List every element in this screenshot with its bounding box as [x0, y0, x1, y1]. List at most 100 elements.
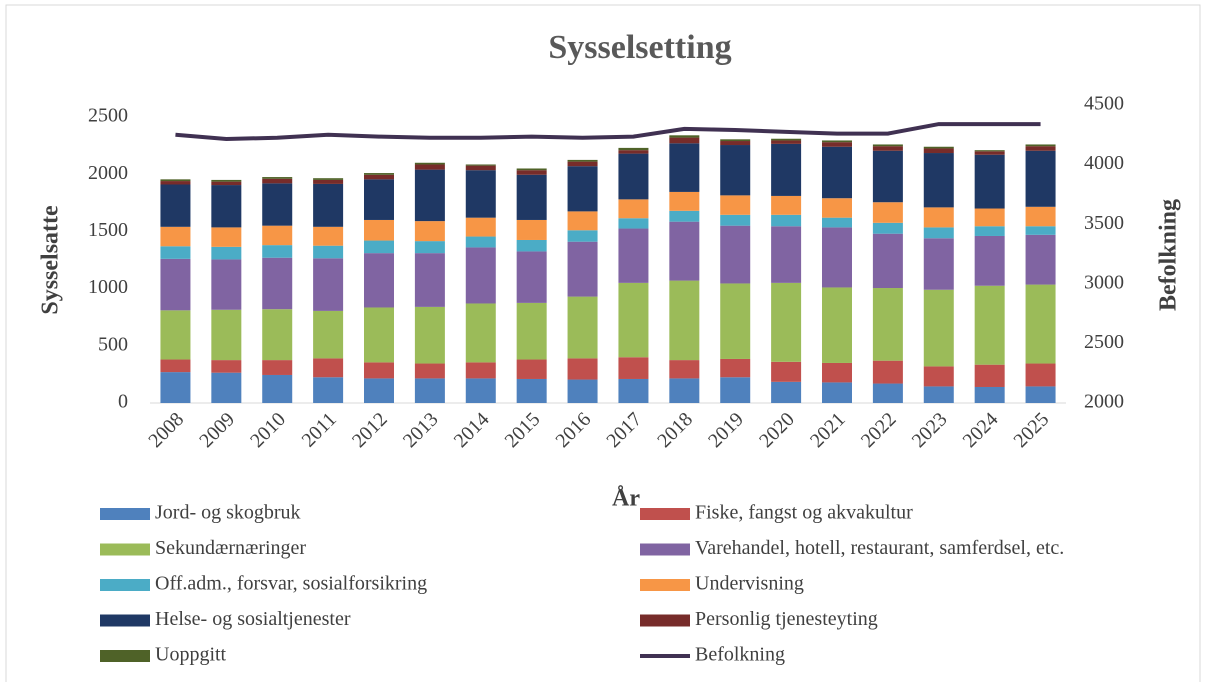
- legend-label: Off.adm., forsvar, sosialforsikring: [155, 573, 427, 595]
- bar-segment: [618, 357, 649, 379]
- bar-segment: [974, 386, 1005, 403]
- bar-segment: [414, 363, 445, 379]
- bar-segment: [720, 283, 751, 359]
- bar-segment: [669, 135, 700, 138]
- bar-segment: [465, 165, 496, 171]
- bar-segment: [669, 378, 700, 403]
- bar-segment: [771, 226, 802, 283]
- bar-segment: [414, 306, 445, 364]
- bar-segment: [313, 310, 344, 359]
- bar-segment: [923, 238, 954, 290]
- y-tick-label: 1000: [88, 276, 128, 298]
- bar-segment: [669, 280, 700, 361]
- bar-segment: [567, 161, 598, 167]
- bar-segment: [872, 222, 903, 234]
- bar-segment: [414, 241, 445, 254]
- bar-segment: [872, 288, 903, 361]
- bar-segment: [1025, 144, 1056, 147]
- bar-segment: [465, 236, 496, 248]
- bar-segment: [669, 191, 700, 211]
- bar-segment: [618, 153, 649, 200]
- bar-segment: [669, 360, 700, 379]
- legend-swatch: [100, 614, 150, 627]
- bar-segment: [313, 226, 344, 246]
- bar-segment: [822, 146, 852, 199]
- bar-segment: [160, 258, 191, 311]
- bar-segment: [1025, 234, 1056, 285]
- bar-segment: [771, 214, 802, 227]
- bar-segment: [1025, 146, 1056, 151]
- y-tick-label: 1500: [88, 219, 128, 241]
- y-tick-label: 0: [118, 391, 128, 413]
- bar-segment: [923, 146, 954, 149]
- bar-segment: [720, 214, 751, 226]
- bar-segment: [771, 381, 802, 403]
- bar-segment: [822, 140, 852, 143]
- bar-segment: [872, 146, 903, 151]
- bar-segment: [262, 360, 293, 375]
- bar-segment: [211, 309, 242, 361]
- bar-segment: [211, 259, 242, 310]
- bar-segment: [567, 241, 598, 297]
- bar-segment: [974, 235, 1005, 286]
- bar-segment: [618, 199, 649, 219]
- bar-segment: [974, 226, 1005, 236]
- bar-segment: [262, 225, 293, 246]
- bar-segment: [364, 362, 394, 379]
- bar-segment: [211, 179, 242, 182]
- bar-segment: [160, 184, 191, 227]
- bar-segment: [516, 168, 547, 171]
- bar-segment: [262, 374, 293, 403]
- bar-segment: [771, 143, 802, 196]
- bar-segment: [211, 181, 242, 186]
- bar-segment: [923, 289, 954, 367]
- bar-segment: [262, 183, 293, 226]
- bar-segment: [364, 253, 394, 308]
- y-axis-label: Sysselsatte: [38, 205, 64, 315]
- bar-segment: [262, 257, 293, 310]
- bar-segment: [567, 379, 598, 403]
- bar-segment: [364, 174, 394, 180]
- y-tick-label: 2500: [88, 105, 128, 127]
- y2-tick-label: 4000: [1084, 152, 1124, 174]
- bar-segment: [822, 382, 852, 403]
- bar-segment: [720, 145, 751, 196]
- bar-segment: [313, 358, 344, 378]
- bar-segment: [822, 198, 852, 218]
- bar-segment: [923, 227, 954, 239]
- bar-segment: [720, 139, 751, 142]
- bar-segment: [414, 253, 445, 307]
- bar-segment: [923, 366, 954, 387]
- bar-segment: [313, 245, 344, 259]
- bar-segment: [974, 285, 1005, 365]
- bar-segment: [414, 221, 445, 242]
- bar-segment: [516, 359, 547, 379]
- bar-segment: [771, 361, 802, 382]
- bar-segment: [720, 141, 751, 146]
- bar-segment: [414, 169, 445, 222]
- bar-segment: [618, 147, 649, 151]
- bar-segment: [720, 377, 751, 403]
- bar-segment: [923, 207, 954, 228]
- bar-segment: [516, 251, 547, 303]
- bar-segment: [516, 174, 547, 220]
- bar-segment: [720, 358, 751, 378]
- bar-segment: [567, 159, 598, 162]
- bar-segment: [1025, 386, 1056, 403]
- chart-title: Sysselsetting: [548, 29, 731, 66]
- bar-segment: [160, 372, 191, 403]
- bar-segment: [364, 173, 394, 175]
- bar-segment: [618, 218, 649, 229]
- legend-label: Jord- og skogbruk: [155, 502, 301, 524]
- y-tick-label: 2000: [88, 162, 128, 184]
- bar-segment: [720, 225, 751, 284]
- bar-segment: [262, 177, 293, 179]
- legend-swatch: [640, 579, 690, 591]
- bar-segment: [669, 137, 700, 144]
- bar-segment: [262, 309, 293, 361]
- bar-segment: [465, 164, 496, 166]
- bar-segment: [1025, 284, 1056, 364]
- bar-segment: [923, 153, 954, 208]
- bar-segment: [974, 208, 1005, 227]
- bar-segment: [771, 138, 802, 141]
